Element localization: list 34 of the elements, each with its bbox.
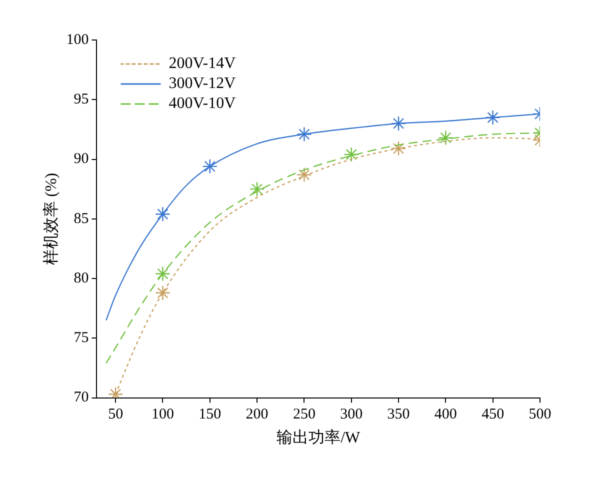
y-tick-label: 90	[74, 151, 89, 168]
x-tick-label: 150	[198, 406, 222, 423]
legend-label: 400V-10V	[168, 95, 236, 112]
legend-label: 200V-14V	[168, 55, 236, 72]
x-tick-label: 250	[292, 406, 316, 423]
point	[390, 140, 406, 156]
legend-label: 300V-12V	[168, 75, 236, 92]
y-tick-label: 85	[74, 210, 89, 227]
point	[390, 116, 406, 132]
point	[155, 285, 170, 300]
y-tick-label: 70	[74, 390, 89, 406]
x-tick-label: 100	[151, 406, 174, 423]
x-tick-label: 400	[434, 406, 457, 423]
point	[155, 266, 170, 282]
x-axis-title: 输出功率/W	[276, 428, 362, 447]
point	[202, 158, 218, 174]
y-tick-label: 100	[66, 32, 89, 48]
y-axis-title: 样机效率 (%)	[42, 172, 60, 265]
y-tick-label: 80	[74, 270, 89, 286]
point	[344, 146, 359, 162]
x-tick-label: 50	[108, 406, 124, 423]
x-tick-label: 500	[528, 406, 552, 423]
x-tick-label: 350	[387, 406, 410, 423]
point	[485, 110, 500, 126]
x-tick-label: 450	[482, 406, 504, 423]
point	[249, 181, 265, 197]
x-tick-label: 300	[340, 406, 363, 423]
y-tick-label: 95	[74, 92, 89, 108]
x-tick-label: 200	[246, 406, 268, 423]
point	[296, 126, 312, 142]
point	[296, 167, 312, 182]
point	[438, 130, 454, 146]
point	[155, 206, 170, 222]
y-tick-label: 75	[74, 330, 89, 346]
